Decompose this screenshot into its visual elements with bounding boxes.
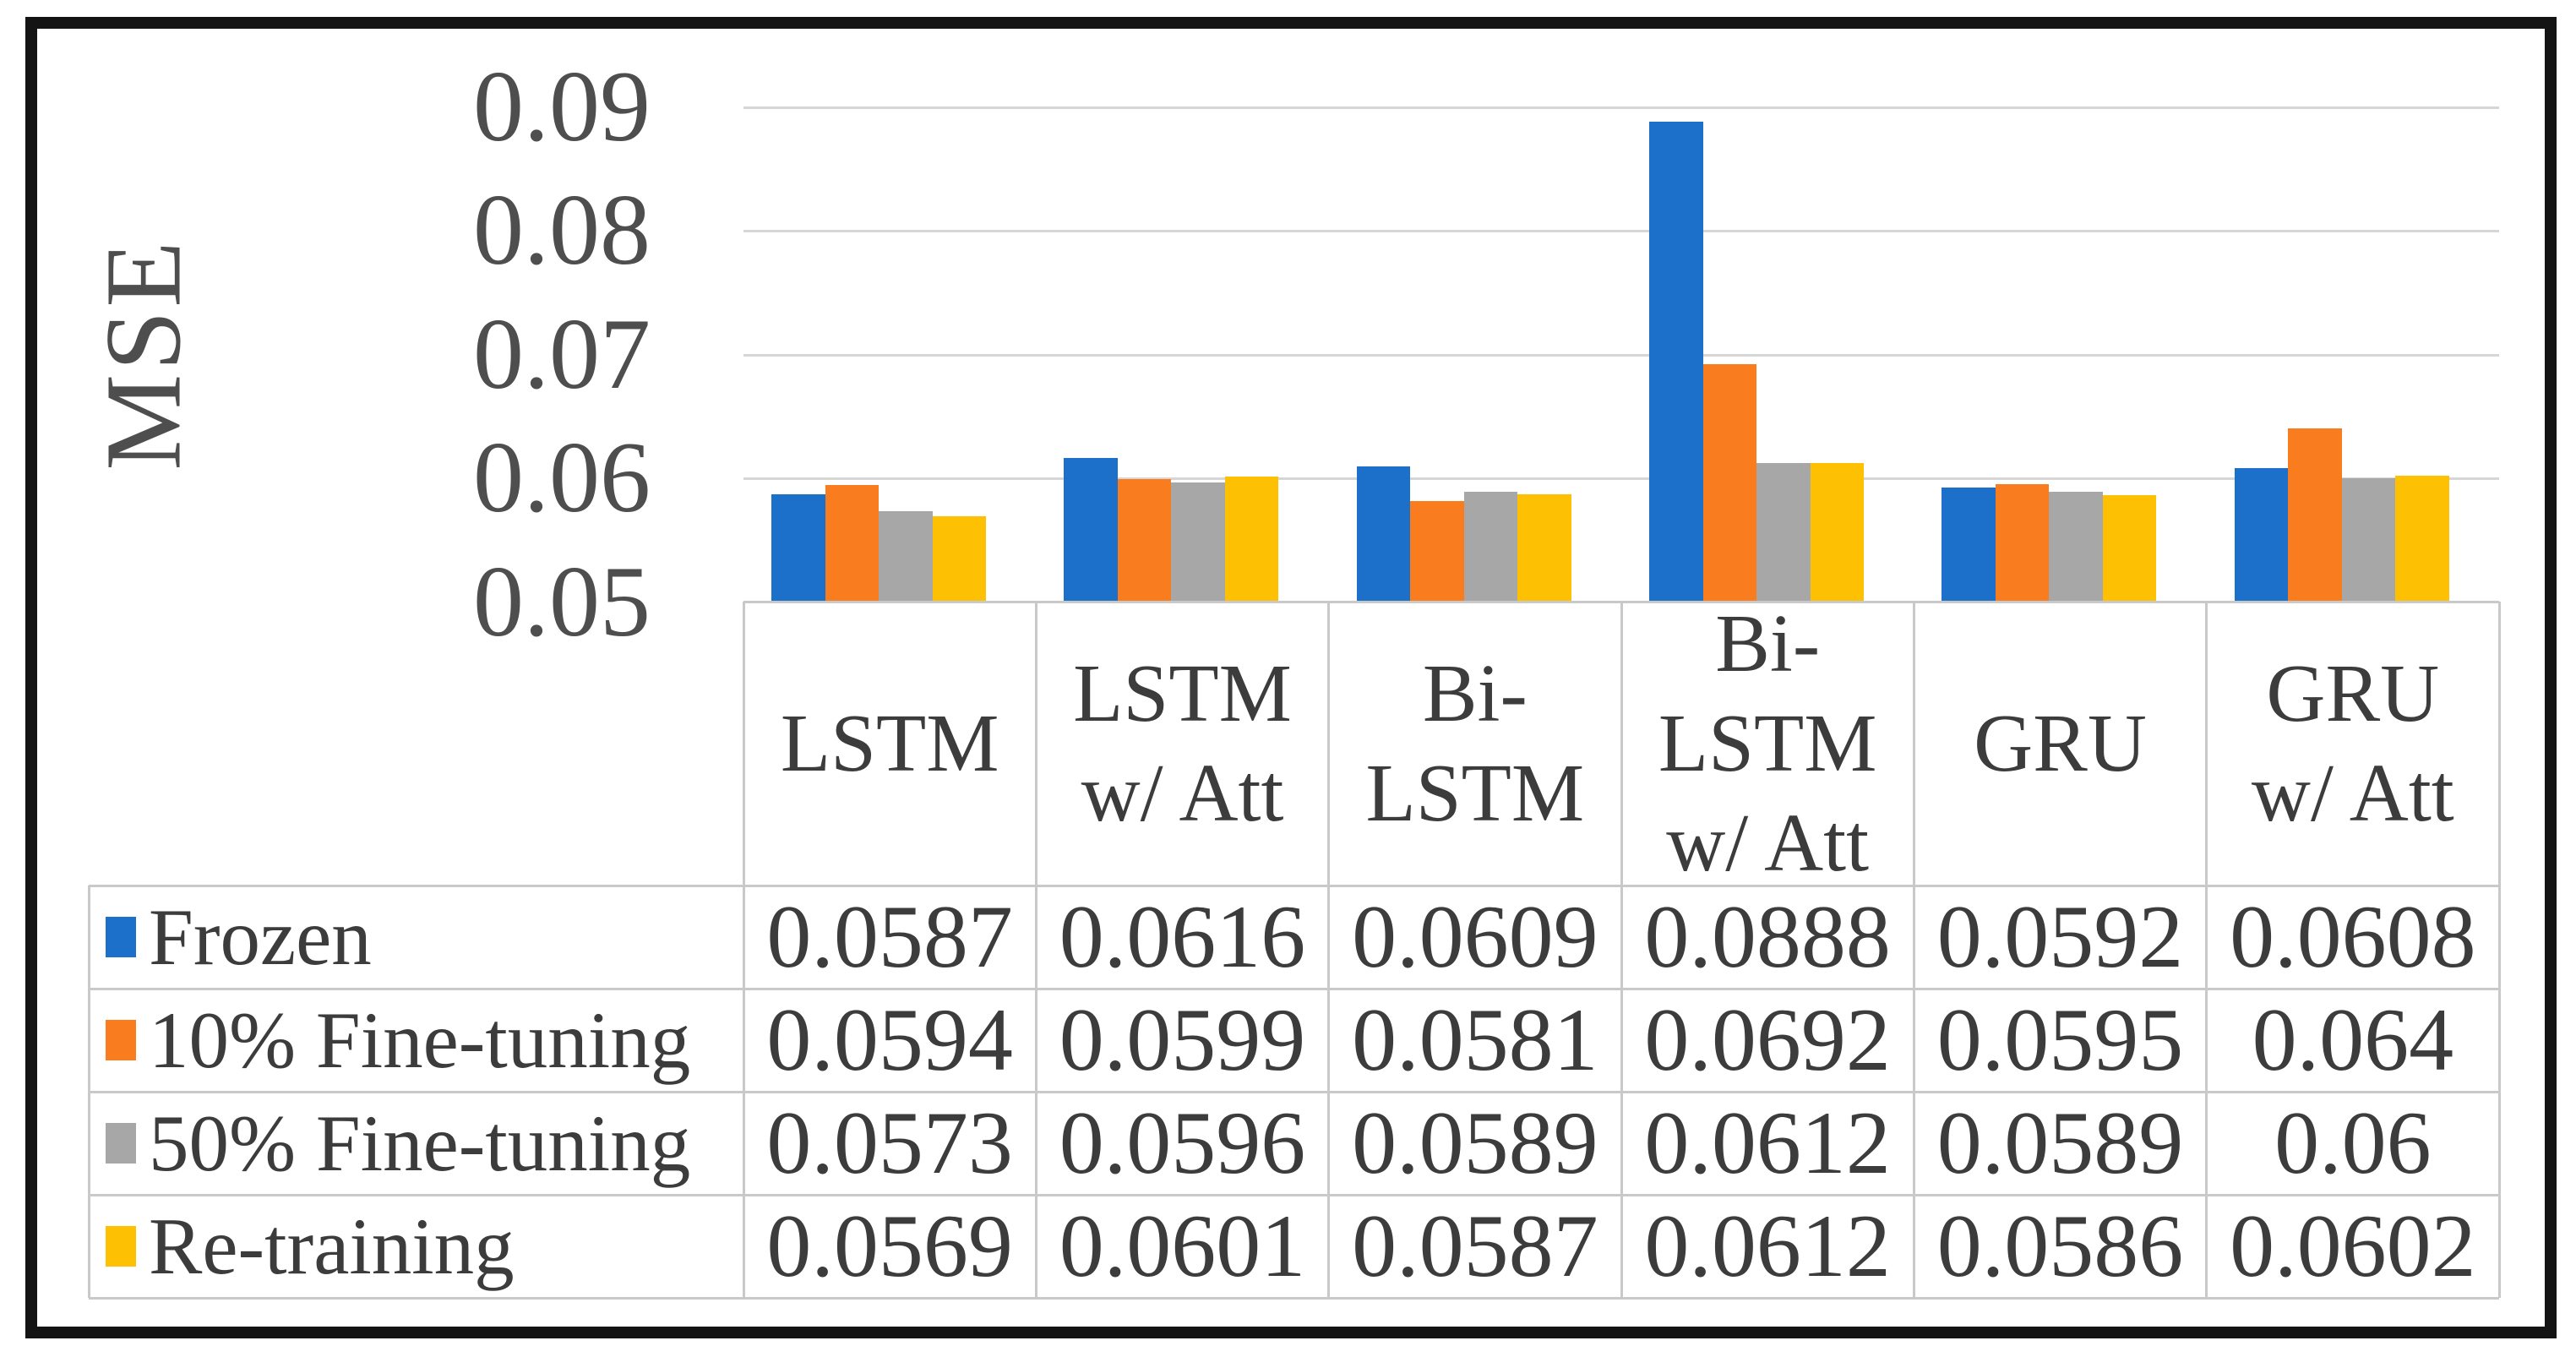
bar-50-fine-tuning-bi-lstm: [1463, 491, 1518, 602]
table-border-line: [89, 1193, 2499, 1196]
bar-frozen-lstm-w-att: [1064, 458, 1118, 602]
table-border-line: [2497, 602, 2501, 1298]
value-cell-frozen-bi-lstm: 0.0609: [1352, 887, 1598, 986]
bar-frozen-bi-lstm: [1356, 466, 1411, 602]
bar-50-fine-tuning-lstm: [879, 511, 933, 602]
value-cell-10-fine-tuning-bi-lstm: 0.0581: [1352, 990, 1598, 1089]
table-border-line: [89, 1090, 2499, 1093]
bar-re-training-bi-lstm: [1517, 493, 1571, 602]
bar-frozen-lstm: [771, 493, 825, 602]
legend-swatch-re-training: [106, 1226, 136, 1267]
value-cell-10-fine-tuning-bi-lstm-w-att: 0.0692: [1644, 990, 1891, 1089]
table-border-line: [1620, 602, 1623, 1298]
gridline: [743, 106, 2499, 109]
bar-frozen-gru-w-att: [2234, 467, 2289, 602]
bar-re-training-bi-lstm-w-att: [1810, 462, 1864, 602]
value-cell-re-training-lstm: 0.0569: [766, 1196, 1013, 1295]
bar-re-training-lstm: [932, 515, 986, 602]
bar-50-fine-tuning-gru: [2049, 491, 2103, 602]
value-cell-50-fine-tuning-gru: 0.0589: [1936, 1093, 2184, 1192]
value-cell-10-fine-tuning-gru: 0.0595: [1936, 990, 2184, 1089]
value-cell-re-training-lstm-w-att: 0.0601: [1059, 1196, 1306, 1295]
value-cell-re-training-bi-lstm: 0.0587: [1352, 1196, 1598, 1295]
value-cell-50-fine-tuning-bi-lstm-w-att: 0.0612: [1644, 1093, 1891, 1192]
bar-10-fine-tuning-lstm-w-att: [1117, 478, 1172, 602]
table-border-line: [1327, 602, 1331, 1298]
value-cell-frozen-gru: 0.0592: [1936, 887, 2184, 986]
category-header-bi-lstm: Bi- LSTM: [1365, 647, 1585, 838]
value-cell-re-training-gru: 0.0586: [1936, 1196, 2184, 1295]
table-border-line: [1912, 602, 1915, 1298]
gridline: [743, 354, 2499, 357]
table-border-line: [89, 884, 2499, 887]
value-cell-50-fine-tuning-lstm-w-att: 0.0596: [1059, 1093, 1306, 1192]
legend-cell-50-fine-tuning: 50% Fine-tuning: [89, 1092, 743, 1195]
bar-50-fine-tuning-bi-lstm-w-att: [1756, 462, 1811, 602]
y-axis-tick-label: 0.09: [473, 50, 651, 162]
bar-10-fine-tuning-bi-lstm-w-att: [1702, 363, 1756, 602]
bar-10-fine-tuning-gru: [1995, 483, 2050, 602]
legend-cell-frozen: Frozen: [89, 886, 743, 989]
legend-swatch-50-fine-tuning: [106, 1123, 136, 1164]
bar-10-fine-tuning-bi-lstm: [1410, 501, 1464, 602]
bar-50-fine-tuning-gru-w-att: [2341, 477, 2396, 602]
y-axis-title: MSE: [83, 237, 204, 471]
series-name-label: 50% Fine-tuning: [149, 1098, 691, 1188]
table-border-line: [742, 602, 745, 1298]
value-cell-50-fine-tuning-gru-w-att: 0.06: [2274, 1093, 2432, 1192]
bar-re-training-gru: [2102, 495, 2157, 602]
value-cell-10-fine-tuning-lstm-w-att: 0.0599: [1059, 990, 1306, 1089]
bar-frozen-gru: [1942, 488, 1996, 602]
bar-re-training-lstm-w-att: [1224, 477, 1279, 602]
table-border-line: [2205, 602, 2208, 1298]
bar-50-fine-tuning-lstm-w-att: [1171, 482, 1225, 602]
gridline: [743, 477, 2499, 480]
value-cell-frozen-gru-w-att: 0.0608: [2230, 887, 2476, 986]
category-header-lstm: LSTM: [780, 697, 999, 788]
legend-swatch-frozen: [106, 917, 136, 957]
gridline: [743, 230, 2499, 232]
bar-10-fine-tuning-lstm: [825, 485, 879, 602]
category-header-gru: GRU: [1974, 697, 2147, 788]
value-cell-frozen-lstm: 0.0587: [766, 887, 1013, 986]
value-cell-10-fine-tuning-lstm: 0.0594: [766, 990, 1013, 1089]
category-header-lstm-w-att: LSTM w/ Att: [1073, 647, 1292, 838]
bar-10-fine-tuning-gru-w-att: [2288, 428, 2342, 602]
value-cell-frozen-lstm-w-att: 0.0616: [1059, 887, 1306, 986]
figure-frame: [25, 17, 2557, 1338]
table-border-line: [1034, 602, 1037, 1298]
table-border-line: [89, 1296, 2499, 1300]
value-cell-re-training-bi-lstm-w-att: 0.0612: [1644, 1196, 1891, 1295]
value-cell-frozen-bi-lstm-w-att: 0.0888: [1644, 887, 1891, 986]
y-axis-tick-label: 0.05: [473, 545, 651, 657]
y-axis-tick-label: 0.07: [473, 297, 651, 410]
value-cell-10-fine-tuning-gru-w-att: 0.064: [2252, 990, 2454, 1089]
value-cell-re-training-gru-w-att: 0.0602: [2230, 1196, 2476, 1295]
value-cell-50-fine-tuning-bi-lstm: 0.0589: [1352, 1093, 1598, 1192]
value-cell-50-fine-tuning-lstm: 0.0573: [766, 1093, 1013, 1192]
legend-swatch-10-fine-tuning: [106, 1020, 136, 1060]
bar-frozen-bi-lstm-w-att: [1649, 121, 1703, 602]
series-name-label: Frozen: [149, 892, 372, 982]
table-border-line: [89, 987, 2499, 990]
table-border-line: [87, 886, 90, 1298]
y-axis-tick-label: 0.06: [473, 421, 651, 533]
category-header-gru-w-att: GRU w/ Att: [2251, 647, 2454, 838]
category-header-bi-lstm-w-att: Bi- LSTM w/ Att: [1658, 597, 1877, 889]
legend-cell-10-fine-tuning: 10% Fine-tuning: [89, 989, 743, 1092]
y-axis-tick-label: 0.08: [473, 173, 651, 286]
series-name-label: 10% Fine-tuning: [149, 995, 691, 1085]
series-name-label: Re-training: [149, 1202, 515, 1291]
legend-cell-re-training: Re-training: [89, 1195, 743, 1298]
bar-re-training-gru-w-att: [2395, 475, 2449, 602]
